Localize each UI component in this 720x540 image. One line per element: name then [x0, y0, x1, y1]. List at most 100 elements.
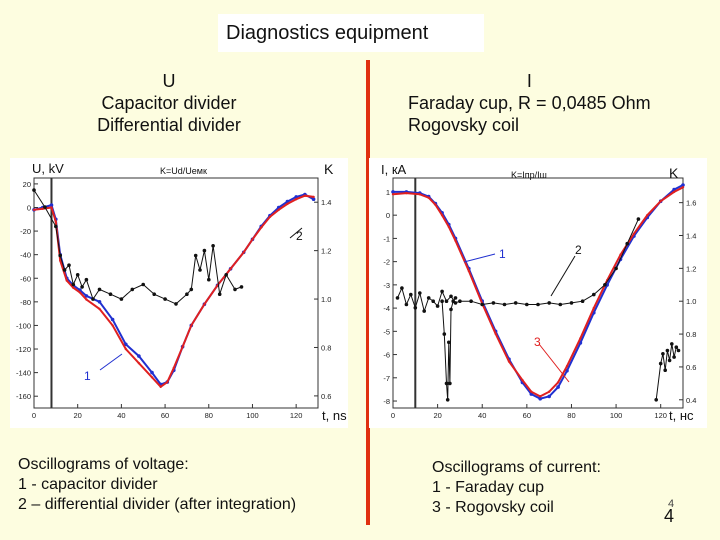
- page-number: 4: [664, 506, 675, 526]
- y2-tick-label: 1.0: [686, 297, 696, 306]
- y2-tick-label: 0.4: [686, 396, 696, 405]
- series-line: [393, 184, 684, 400]
- y-tick-label: -140: [16, 369, 31, 378]
- data-point: [681, 183, 685, 187]
- data-point: [646, 214, 649, 217]
- data-point: [434, 203, 437, 206]
- data-point: [49, 203, 54, 207]
- data-point: [224, 273, 228, 277]
- data-point: [311, 197, 316, 201]
- y-axis-label: I, кА: [381, 162, 407, 177]
- x-tick-label: 80: [205, 411, 213, 420]
- x-axis-label: t, ns: [322, 408, 347, 423]
- data-point: [211, 244, 215, 248]
- data-point: [427, 196, 430, 199]
- left-header-line: U: [162, 71, 176, 91]
- data-point: [449, 307, 453, 312]
- data-point: [658, 361, 663, 366]
- data-point: [251, 238, 254, 241]
- data-point: [67, 263, 71, 267]
- data-point: [395, 296, 400, 300]
- data-point: [286, 202, 289, 206]
- data-point: [592, 292, 596, 297]
- data-point: [217, 292, 222, 296]
- data-point: [444, 299, 449, 303]
- right-caption-line: Oscillograms of current:: [432, 459, 601, 476]
- data-point: [295, 198, 298, 201]
- y2-tick-label: 1.6: [686, 199, 696, 208]
- data-point: [277, 208, 280, 211]
- data-point: [663, 368, 667, 372]
- left-header-line: Differential divider: [97, 115, 241, 135]
- y-tick-label: -100: [16, 321, 31, 330]
- data-point: [447, 225, 450, 228]
- data-point: [62, 268, 67, 272]
- annotation-label: 3: [534, 335, 541, 349]
- y2-tick-label: 1.0: [321, 295, 331, 304]
- x-tick-label: 100: [246, 411, 259, 420]
- data-point: [603, 283, 607, 287]
- y-tick-label: -120: [16, 345, 31, 354]
- right-caption-line: 1 - Faraday cup: [432, 479, 545, 496]
- data-point: [78, 291, 82, 294]
- data-point: [659, 200, 662, 203]
- page-number-small: 4: [668, 498, 675, 510]
- data-point: [458, 299, 462, 303]
- data-point: [43, 205, 47, 209]
- data-point: [190, 324, 193, 327]
- current-oscillogram-chart: 0 20 40 60 80 100 120 1 0 -1 -2 -3 -4 -5 -6 -7 -8 1.6 1.4 1…: [381, 162, 696, 423]
- data-point: [198, 268, 202, 272]
- data-point: [110, 317, 115, 322]
- y-tick-label: -80: [20, 298, 31, 307]
- data-point: [665, 348, 670, 353]
- data-point: [229, 267, 232, 270]
- data-point: [32, 208, 36, 211]
- y2-tick-label: 0.8: [321, 343, 331, 352]
- data-point: [159, 385, 162, 388]
- data-point: [405, 191, 408, 195]
- y2-tick-label: 0.8: [686, 330, 696, 339]
- series-line: [33, 194, 314, 389]
- annotation-pointer: [289, 227, 303, 239]
- data-point: [502, 302, 507, 307]
- data-point: [141, 282, 145, 287]
- right-caption-line: 3 - Rogovsky coil: [432, 499, 554, 516]
- data-point: [592, 306, 595, 310]
- y2-tick-label: 1.4: [686, 232, 696, 241]
- data-point: [453, 296, 458, 300]
- x-axis-label: t, нс: [669, 408, 694, 423]
- data-point: [445, 398, 450, 402]
- data-point: [435, 304, 440, 308]
- data-point: [654, 398, 658, 402]
- data-point: [124, 347, 128, 351]
- data-point: [556, 381, 560, 384]
- left-column-header: U Capacitor divider Differential divider: [84, 70, 254, 136]
- data-point: [54, 220, 57, 223]
- data-point: [454, 239, 457, 242]
- data-point: [207, 277, 211, 282]
- y-tick-label: 0: [386, 211, 390, 220]
- data-point: [150, 376, 154, 379]
- right-header-line: Rogovsky coil: [408, 115, 520, 135]
- left-caption-line: 1 - capacitor divider: [18, 476, 158, 493]
- data-point: [111, 324, 114, 327]
- data-point: [676, 348, 681, 353]
- data-point: [174, 302, 178, 306]
- data-point: [84, 277, 89, 282]
- data-point: [513, 301, 518, 305]
- data-point: [507, 360, 511, 363]
- series-line: [655, 343, 679, 400]
- x-tick-label: 120: [290, 411, 303, 420]
- data-point: [391, 190, 395, 194]
- data-point: [467, 269, 470, 273]
- data-point: [580, 299, 585, 303]
- right-caption: Oscillograms of current: 1 - Faraday cup…: [432, 458, 601, 518]
- data-point: [418, 193, 421, 196]
- data-point: [181, 345, 184, 348]
- data-point: [556, 385, 560, 389]
- y2-axis-label: K: [324, 161, 334, 177]
- data-point: [119, 297, 124, 301]
- data-point: [130, 287, 135, 292]
- annotation-label: 1: [84, 369, 91, 383]
- data-point: [530, 390, 533, 393]
